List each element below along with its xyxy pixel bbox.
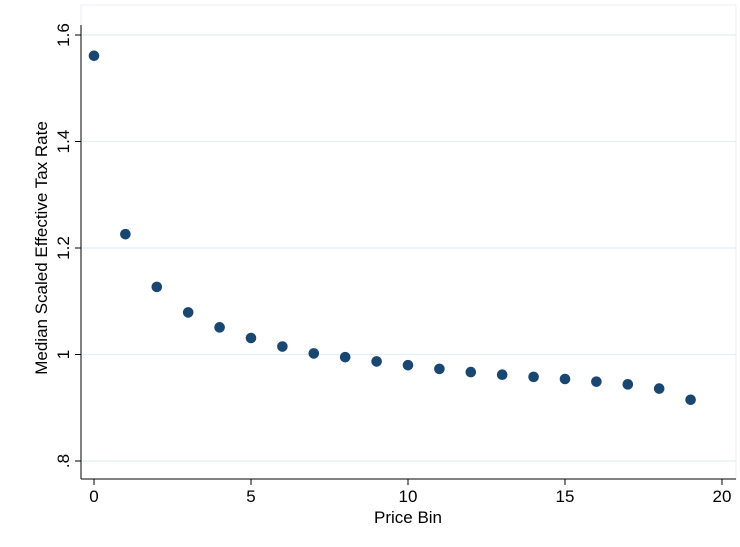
data-point [496,369,508,381]
x-tick-label: 0 [89,487,98,506]
data-point [120,228,131,240]
data-point [151,281,163,293]
x-axis-label: Price Bin [374,508,442,527]
data-point [402,359,414,371]
data-point [591,376,602,387]
y-axis-label: Median Scaled Effective Tax Rate [32,121,51,375]
data-points [88,50,696,406]
data-point [339,351,351,363]
x-tick-label: 5 [246,487,255,506]
data-point [182,307,194,318]
axes: .8 1 1.2 1.4 1.6 0 5 10 15 20 [54,23,736,506]
data-point [88,50,100,62]
data-point [653,383,665,394]
y-tick-label: 1.4 [54,130,73,154]
data-point [308,348,320,359]
data-point [465,366,477,378]
y-tick-label: 1.6 [54,23,73,47]
x-tick-label: 20 [713,487,732,506]
data-point [622,379,634,390]
gridlines [82,34,736,462]
data-point [371,356,382,367]
data-point [434,363,445,375]
x-tick-label: 10 [399,487,418,506]
data-point [528,371,539,383]
data-point [245,332,257,344]
y-tick-label: .8 [54,454,73,468]
data-point [277,341,288,352]
x-tick-label: 15 [556,487,575,506]
data-point [559,373,571,385]
y-tick-label: 1 [54,350,73,359]
data-point [685,394,696,406]
y-tick-label: 1.2 [54,236,73,260]
data-point [214,322,225,333]
